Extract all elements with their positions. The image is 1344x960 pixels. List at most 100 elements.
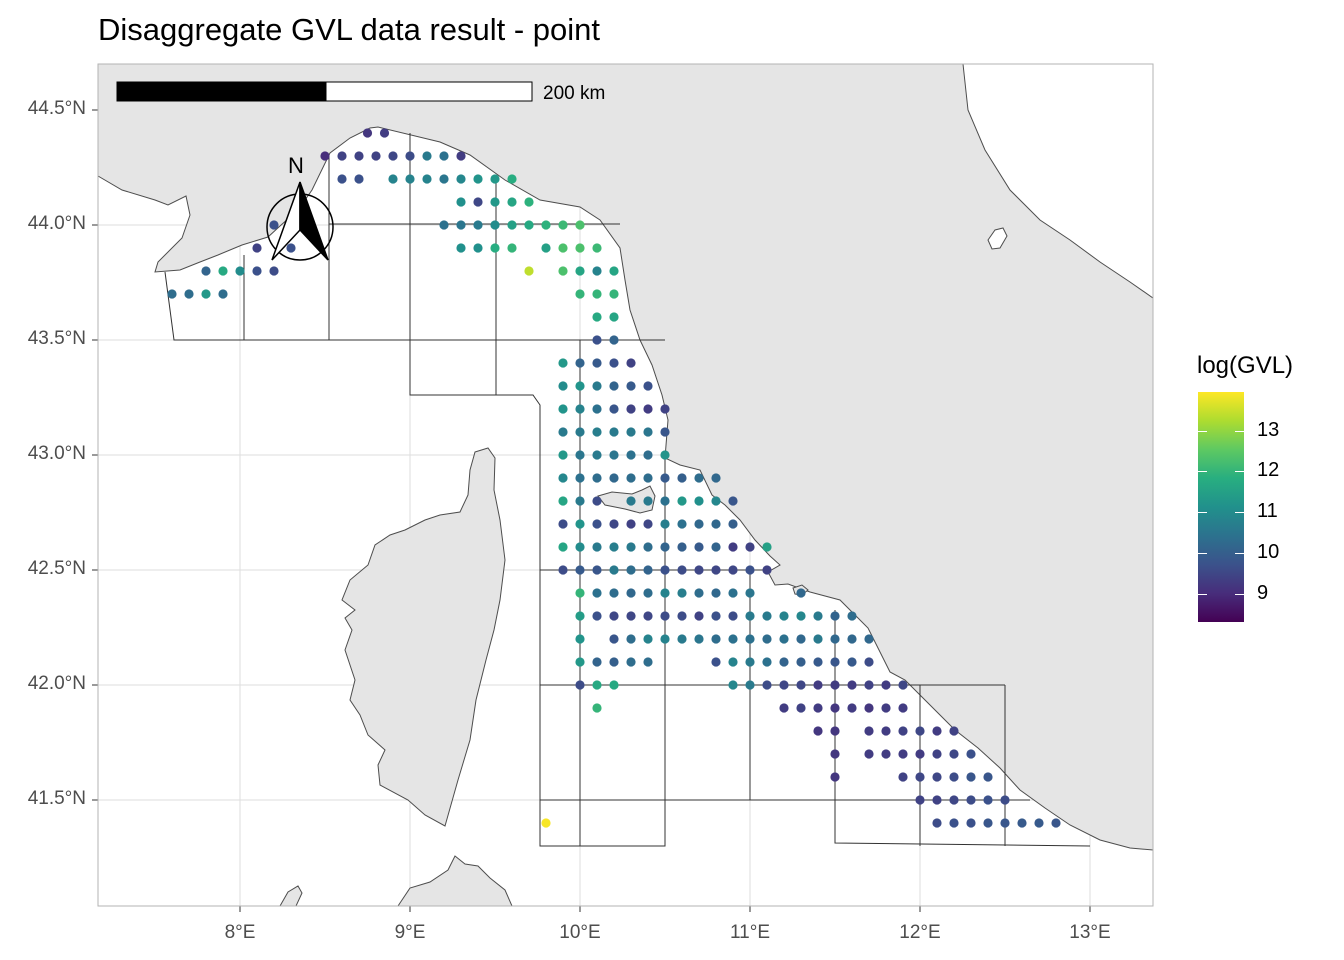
y-tick-label: 44.5°N [27,98,86,119]
gvl-point [694,519,704,529]
gvl-point [626,427,636,437]
gvl-point [592,243,602,253]
gvl-point [558,266,568,276]
gvl-point [694,611,704,621]
gvl-point [524,220,534,230]
y-tick-label: 43.0°N [27,443,86,464]
panel-border [97,63,1154,907]
gvl-point [609,289,619,299]
gvl-point [575,496,585,506]
gvl-point [813,634,823,644]
gvl-point [558,404,568,414]
gvl-point [201,289,211,299]
gvl-point [932,749,942,759]
gvl-point [728,634,738,644]
gvl-point [490,174,500,184]
legend-tick [1235,512,1244,514]
gvl-point [575,542,585,552]
gvl-point [626,634,636,644]
gvl-point [456,197,466,207]
gvl-point [711,496,721,506]
gvl-point [762,680,772,690]
legend-tick [1198,552,1207,554]
gvl-point [592,289,602,299]
gvl-point [643,404,653,414]
gvl-point [592,335,602,345]
gvl-point [660,542,670,552]
gvl-point [558,450,568,460]
scale-bar-black [116,81,327,102]
gvl-point [779,703,789,713]
gvl-point [762,542,772,552]
gvl-point [643,611,653,621]
gvl-point [1000,795,1010,805]
gvl-point [201,266,211,276]
gvl-point [524,197,534,207]
gvl-point [362,128,373,138]
x-tick-label: 13°E [1069,922,1111,943]
gvl-point [422,174,432,184]
gvl-point [830,772,840,782]
gvl-point [660,473,670,483]
north-arrow-label: N [288,153,304,178]
gvl-point [660,519,670,529]
gvl-point [575,427,585,437]
gvl-point [337,174,347,184]
gvl-point [592,565,602,575]
gvl-point [813,680,823,690]
x-tick-label: 11°E [730,922,770,943]
legend-tick [1235,430,1244,432]
gvl-point [677,519,687,529]
gvl-point [711,565,721,575]
gvl-point [439,174,449,184]
gvl-point [609,473,619,483]
gvl-point [235,266,245,276]
gvl-point [932,795,942,805]
gvl-point [558,496,568,506]
gvl-point [575,450,585,460]
gvl-point [626,404,636,414]
gvl-point [558,243,568,253]
y-tick-marks [92,109,98,801]
gvl-point [575,243,585,253]
x-tick-label: 10°E [559,922,601,943]
legend-tick [1235,471,1244,473]
gvl-point [949,726,959,736]
gvl-point [456,220,466,230]
gvl-point [626,496,636,506]
y-tick-label: 44.0°N [27,213,86,234]
gvl-point [609,542,619,552]
gvl-point [711,657,721,667]
legend-label: 10 [1257,540,1280,563]
gvl-point [711,473,721,483]
gvl-point [898,749,908,759]
gvl-point [677,634,687,644]
gvl-point [830,680,840,690]
island-corsica [341,447,506,827]
gvl-point [966,795,976,805]
gvl-point [898,772,908,782]
gvl-point [949,772,959,782]
gvl-point [337,151,347,161]
legend-title: log(GVL) [1197,352,1294,379]
gvl-point [898,703,908,713]
scale-bar [116,81,533,102]
gvl-point [813,703,823,713]
gvl-point [524,266,534,276]
gvl-point [643,450,653,460]
gvl-point [609,427,619,437]
gvl-point [864,657,874,667]
gvl-point [643,519,653,529]
gvl-point [626,542,636,552]
island-elba [597,485,656,514]
gvl-point [1051,818,1061,828]
gvl-point [779,657,789,667]
gvl-point [643,381,653,391]
legend-tick [1198,512,1207,514]
gvl-point [592,404,602,414]
gvl-point [830,749,840,759]
gvl-point [558,565,568,575]
gvl-point [660,588,670,598]
gvl-point [762,611,772,621]
x-tick-marks [239,906,1091,912]
